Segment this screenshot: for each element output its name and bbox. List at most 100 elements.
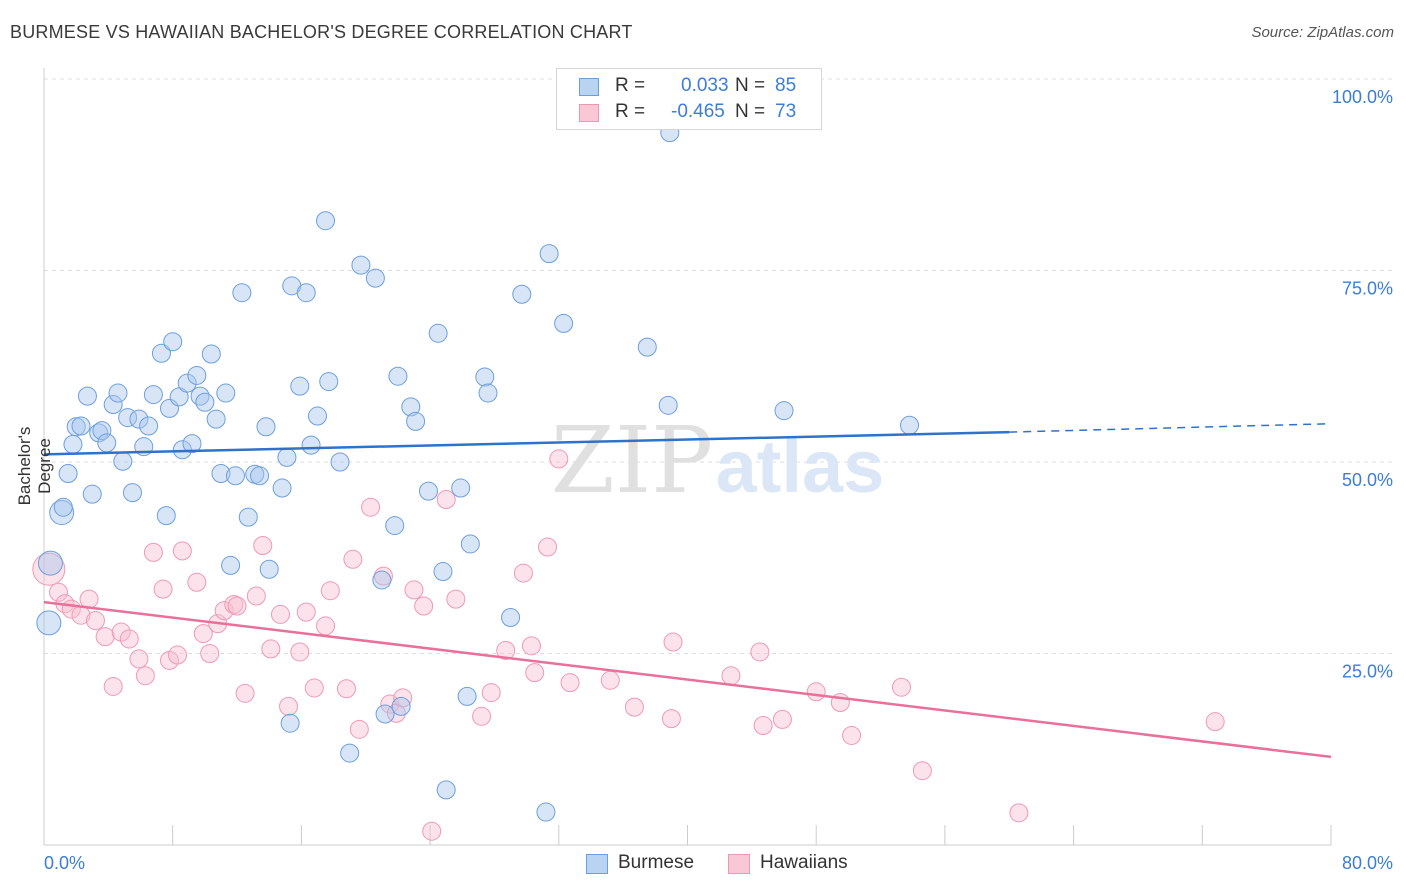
hawaiians-point bbox=[472, 706, 492, 726]
hawaiians-point bbox=[200, 644, 220, 663]
hawaiians-point bbox=[661, 709, 681, 729]
burmese-point bbox=[658, 395, 678, 415]
hawaiians-point bbox=[525, 663, 545, 683]
hawaiians-point bbox=[187, 572, 207, 592]
burmese-point bbox=[37, 550, 63, 576]
correlation-legend: R = 0.033 N = 85 R = -0.465 N = 73 bbox=[556, 68, 822, 130]
burmese-trend-line bbox=[43, 430, 1010, 456]
y-tick-label: 25.0% bbox=[1342, 662, 1393, 682]
burmese-point bbox=[319, 372, 339, 392]
burmese-point bbox=[277, 447, 297, 467]
burmese-point bbox=[225, 466, 245, 486]
burmese-point bbox=[113, 451, 133, 471]
hawaiians-point bbox=[172, 541, 192, 561]
burmese-trend-extension bbox=[1009, 422, 1332, 433]
burmese-point bbox=[372, 570, 392, 590]
burmese-point bbox=[177, 373, 197, 393]
hawaiians-point bbox=[153, 579, 173, 599]
hawaiians-point bbox=[320, 581, 340, 601]
hawaiians-point bbox=[414, 596, 434, 616]
hawaiians-point bbox=[891, 677, 911, 697]
burmese-point bbox=[637, 337, 657, 357]
burmese-point bbox=[501, 607, 521, 627]
burmese-point bbox=[108, 383, 128, 403]
hawaiians-point bbox=[422, 821, 442, 841]
burmese-point bbox=[92, 421, 112, 441]
burmese-point bbox=[89, 423, 109, 443]
hawaiians-point bbox=[842, 725, 862, 745]
legend-n-value-hawaiians: 73 bbox=[775, 101, 797, 122]
burmese-point bbox=[406, 411, 426, 431]
chart-title: BURMESE VS HAWAIIAN BACHELOR'S DEGREE CO… bbox=[10, 22, 633, 42]
burmese-points bbox=[36, 123, 920, 822]
burmese-point bbox=[156, 506, 176, 526]
hawaiians-point bbox=[143, 542, 163, 562]
burmese-point bbox=[433, 562, 453, 582]
hawaiians-point bbox=[404, 580, 424, 600]
burmese-point bbox=[451, 478, 471, 498]
burmese-point bbox=[129, 409, 149, 429]
y-axis-label: Bachelor's Degree bbox=[15, 426, 54, 506]
burmese-point bbox=[900, 415, 920, 435]
burmese-point bbox=[351, 255, 371, 275]
hawaiians-point bbox=[538, 537, 558, 557]
burmese-point bbox=[272, 478, 292, 498]
x-tick-label-max: 80.0% bbox=[1342, 853, 1393, 873]
burmese-point bbox=[77, 386, 97, 406]
hawaiians-point bbox=[270, 604, 290, 624]
hawaiians-point bbox=[168, 645, 188, 665]
hawaiians-point bbox=[753, 716, 773, 736]
hawaiians-point bbox=[481, 683, 501, 703]
burmese-point bbox=[280, 713, 300, 733]
burmese-point bbox=[418, 481, 438, 501]
burmese-point bbox=[475, 367, 495, 387]
burmese-point bbox=[97, 433, 117, 453]
burmese-point bbox=[163, 332, 183, 352]
hawaiians-point bbox=[129, 649, 149, 669]
hawaiians-point bbox=[279, 696, 299, 716]
burmese-point bbox=[221, 555, 241, 575]
hawaiians-point bbox=[912, 761, 932, 781]
tick-labels: 25.0% 50.0% 75.0% 100.0% 0.0% 80.0% bbox=[44, 87, 1393, 873]
burmese-point bbox=[71, 416, 91, 436]
bottom-legend-swatch-hawaiians bbox=[728, 854, 750, 874]
hawaiians-point bbox=[48, 582, 68, 602]
hawaiians-point bbox=[496, 640, 516, 660]
hawaiians-point bbox=[624, 697, 644, 717]
hawaiians-point bbox=[193, 624, 213, 644]
hawaiians-trend-line bbox=[43, 600, 1332, 759]
hawaiians-point bbox=[513, 563, 533, 583]
hawaiians-point bbox=[436, 490, 456, 510]
hawaiians-point bbox=[103, 676, 123, 696]
bottom-legend-swatch-burmese bbox=[586, 854, 608, 874]
legend-n-label: N = bbox=[735, 101, 766, 122]
x-tick-label-min: 0.0% bbox=[44, 853, 85, 873]
hawaiians-points bbox=[32, 449, 1225, 841]
burmese-point bbox=[122, 483, 142, 503]
burmese-point bbox=[301, 435, 321, 455]
burmese-point bbox=[58, 463, 78, 483]
hawaiians-point bbox=[111, 622, 131, 642]
burmese-point bbox=[307, 406, 327, 426]
burmese-point bbox=[139, 416, 159, 436]
burmese-point bbox=[388, 366, 408, 386]
burmese-point bbox=[82, 484, 102, 504]
burmese-point bbox=[478, 383, 498, 403]
burmese-point bbox=[201, 344, 221, 364]
burmese-point bbox=[36, 610, 62, 636]
trend-lines bbox=[43, 422, 1332, 759]
burmese-point bbox=[250, 466, 270, 486]
hawaiians-point bbox=[361, 497, 381, 517]
hawaiians-point bbox=[214, 601, 234, 621]
burmese-point bbox=[460, 534, 480, 554]
burmese-point bbox=[195, 392, 215, 412]
burmese-point bbox=[316, 211, 336, 231]
hawaiians-point bbox=[1009, 803, 1029, 823]
hawaiians-point bbox=[560, 673, 580, 693]
legend-n-value-burmese: 85 bbox=[775, 75, 797, 96]
hawaiians-point bbox=[750, 642, 770, 662]
burmese-point bbox=[539, 244, 559, 264]
burmese-point bbox=[66, 417, 86, 437]
burmese-point bbox=[63, 434, 83, 454]
legend-swatch-hawaiians bbox=[579, 104, 599, 122]
